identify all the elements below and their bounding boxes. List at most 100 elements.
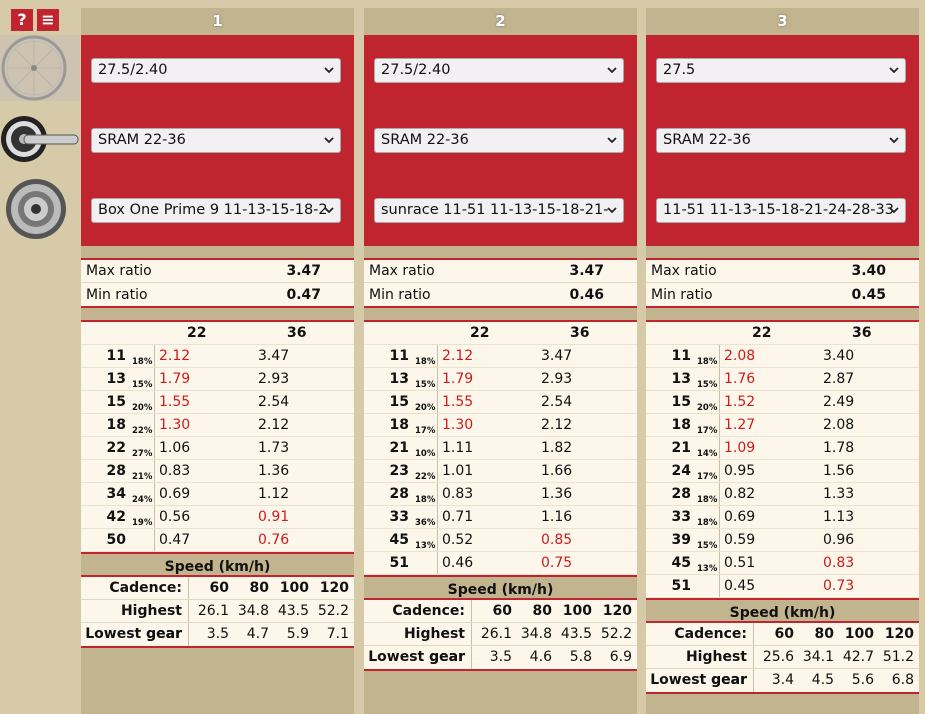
speed-label: Highest gear [364, 623, 472, 665]
speed-value: 52.2 [600, 626, 632, 642]
cadence-value: 60 [492, 603, 512, 619]
ratio-row: Min ratio 0.47 [81, 283, 354, 306]
gear-ratio: 0.95 [719, 460, 819, 482]
cog-size: 11 [389, 348, 409, 364]
gear-row: 11 18% 2.12 3.47 [81, 345, 354, 368]
crank-select[interactable]: SRAM 22-36 [656, 128, 906, 153]
speed-value: 26.1 [480, 626, 512, 642]
speed-value: 42.7 [842, 649, 874, 665]
speed-value: 51.2 [882, 649, 914, 665]
crank-select[interactable]: SRAM 22-36 [374, 128, 624, 153]
component-panel: 27.5 SRAM 22-36 11-51 11-13-15-18-21-24-28… [646, 35, 919, 246]
cassette-select[interactable]: 11-51 11-13-15-18-21-24-28-33 [656, 198, 906, 223]
wheel-select[interactable]: 27.5 [656, 58, 906, 83]
wheel-select[interactable]: 27.5/2.40 [91, 58, 341, 83]
gear-row: 11 18% 2.08 3.40 [646, 345, 919, 368]
step-percent: 18% [415, 495, 436, 505]
gear-row: 11 18% 2.12 3.47 [364, 345, 637, 368]
speed-value: 6.8 [891, 672, 914, 688]
chainring-label: 22 [752, 325, 772, 341]
cog-size: 22 [106, 440, 126, 456]
step-percent: 13% [697, 564, 718, 574]
crank-value: SRAM 22-36 [381, 132, 469, 148]
cog-size: 18 [106, 417, 126, 433]
gear-ratio: 2.12 [154, 345, 254, 367]
gear-ratio: 0.91 [258, 509, 290, 525]
cog-size: 15 [671, 394, 691, 410]
step-percent: 36% [415, 518, 436, 528]
gear-ratio: 1.30 [437, 414, 537, 436]
speed-value: 3.5 [489, 649, 512, 665]
cadence-value: 80 [249, 580, 269, 596]
step-percent: 20% [415, 403, 436, 413]
ratio-value: 3.47 [286, 263, 321, 279]
speed-value: 5.6 [851, 672, 874, 688]
lowest-gear-row: Lowest gear 3.4 4.5 5.6 6.8 [646, 669, 919, 692]
gear-ratio: 2.93 [541, 371, 573, 387]
step-percent: 17% [697, 426, 718, 436]
cog-size: 15 [106, 394, 126, 410]
chainring-label: 36 [852, 325, 872, 341]
gear-ratio: 1.76 [719, 368, 819, 390]
gear-row: 18 22% 1.30 2.12 [81, 414, 354, 437]
gear-ratio: 0.83 [823, 555, 855, 571]
speed-value: 3.5 [206, 626, 229, 642]
step-percent: 24% [132, 495, 153, 505]
help-button[interactable]: ? [11, 9, 33, 31]
gear-row: 39 15% 0.59 0.96 [646, 529, 919, 552]
dropdown-arrow [607, 137, 617, 144]
step-percent: 18% [697, 518, 718, 528]
cog-size: 51 [389, 555, 409, 571]
cog-size: 21 [671, 440, 691, 456]
cog-size: 28 [389, 486, 409, 502]
speed-value: 34.8 [520, 626, 552, 642]
gear-row: 22 27% 1.06 1.73 [81, 437, 354, 460]
gear-ratio: 2.49 [823, 394, 855, 410]
cog-size: 33 [671, 509, 691, 525]
column-number: 1 [212, 12, 223, 30]
spacer [646, 322, 691, 344]
cog-size: 13 [389, 371, 409, 387]
gear-ratio: 0.47 [154, 529, 254, 551]
speed-value: 26.1 [197, 603, 229, 619]
cog-size: 21 [389, 440, 409, 456]
gear-row: 13 15% 1.79 2.93 [364, 368, 637, 391]
gear-ratio: 1.66 [541, 463, 573, 479]
speed-value: 34.1 [802, 649, 834, 665]
ratio-value: 3.40 [851, 263, 886, 279]
cadence-row: Cadence: 60 80 100 120 [364, 600, 637, 623]
step-percent: 15% [697, 541, 718, 551]
chainring-header: 22 36 [364, 322, 637, 345]
cadence-value: 80 [532, 603, 552, 619]
gear-ratio: 1.56 [823, 463, 855, 479]
gear-row: 13 15% 1.79 2.93 [81, 368, 354, 391]
gear-row: 28 18% 0.83 1.36 [364, 483, 637, 506]
cadence-value: 120 [319, 580, 349, 596]
speed-label: Highest gear [646, 646, 754, 688]
gear-ratio: 0.83 [154, 460, 254, 482]
step-percent [126, 542, 154, 564]
step-percent [691, 588, 719, 610]
spacer [364, 322, 409, 344]
ratio-label: Min ratio [369, 286, 431, 303]
gear-ratio: 2.08 [823, 417, 855, 433]
crank-select[interactable]: SRAM 22-36 [91, 128, 341, 153]
gear-ratio: 0.73 [823, 578, 855, 594]
step-percent: 15% [697, 380, 718, 390]
step-percent: 27% [132, 449, 153, 459]
cassette-select[interactable]: sunrace 11-51 11-13-15-18-21- [374, 198, 624, 223]
cassette-select[interactable]: Box One Prime 9 11-13-15-18-2 [91, 198, 341, 223]
wheel-icon [0, 35, 80, 101]
speed-value: 5.9 [286, 626, 309, 642]
menu-button[interactable]: ≡ [37, 9, 59, 31]
dropdown-arrow [324, 137, 334, 144]
dropdown-arrow [889, 207, 899, 214]
dropdown-arrow [324, 207, 334, 214]
gear-row: 21 10% 1.11 1.82 [364, 437, 637, 460]
cog-size: 51 [671, 578, 691, 594]
gear-row: 18 17% 1.30 2.12 [364, 414, 637, 437]
step-percent: 18% [132, 357, 153, 367]
wheel-select[interactable]: 27.5/2.40 [374, 58, 624, 83]
gear-ratio: 1.36 [258, 463, 290, 479]
ratio-row: Max ratio 3.47 [364, 260, 637, 283]
